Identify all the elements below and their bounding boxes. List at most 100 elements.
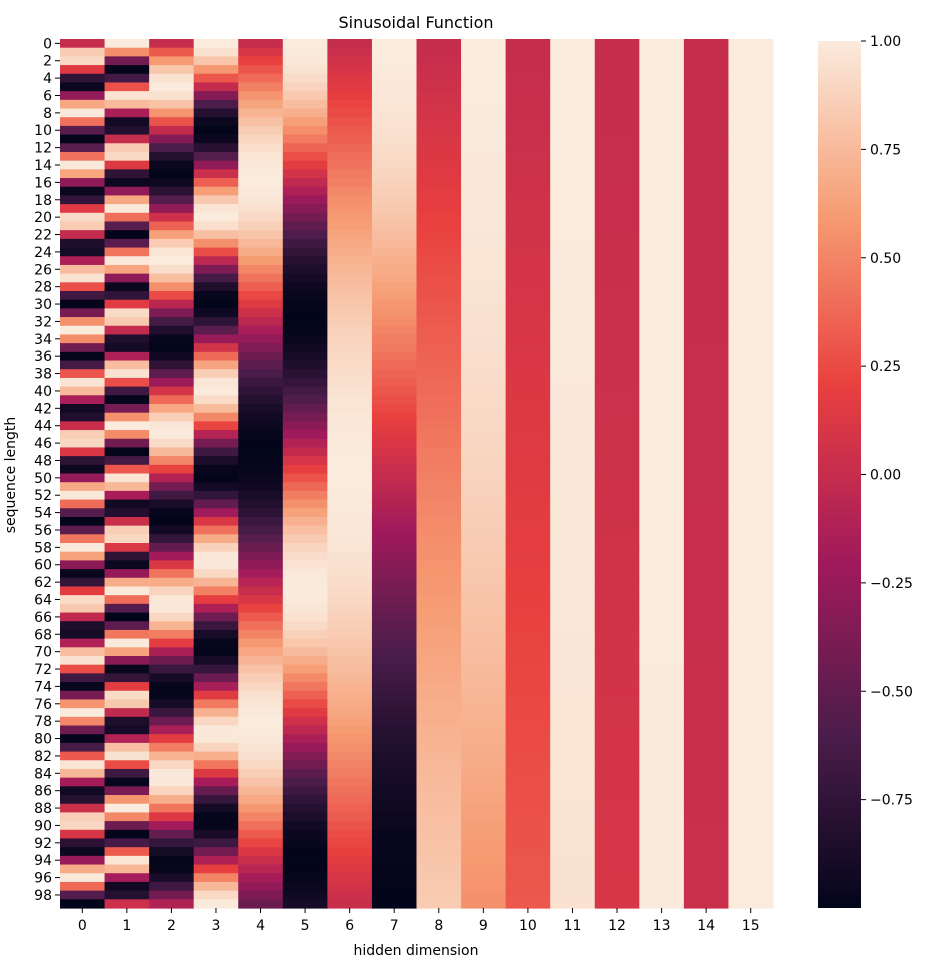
heatmap-cell bbox=[683, 343, 730, 353]
heatmap-cell bbox=[416, 490, 462, 501]
heatmap-cell bbox=[60, 673, 106, 683]
heatmap-cell bbox=[594, 464, 640, 475]
heatmap-cell bbox=[683, 560, 730, 570]
heatmap-cell bbox=[550, 178, 596, 188]
heatmap-cell bbox=[639, 291, 685, 301]
heatmap-cell bbox=[282, 855, 328, 866]
heatmap-cell bbox=[505, 890, 551, 900]
heatmap-cell bbox=[193, 308, 239, 318]
heatmap-cell bbox=[238, 490, 284, 501]
heatmap-cell bbox=[282, 351, 328, 362]
heatmap-cell bbox=[149, 760, 195, 770]
heatmap-cell bbox=[371, 525, 418, 535]
heatmap-cell bbox=[193, 690, 239, 701]
heatmap-cell bbox=[104, 195, 150, 205]
heatmap-cell bbox=[728, 899, 774, 909]
heatmap-cell bbox=[371, 629, 418, 640]
heatmap-cell bbox=[149, 91, 195, 101]
heatmap-cell bbox=[639, 256, 685, 266]
heatmap-cell bbox=[639, 847, 685, 857]
y-tick-label: 42 bbox=[34, 401, 52, 417]
heatmap-cell bbox=[149, 682, 195, 692]
heatmap-cell bbox=[238, 325, 284, 336]
heatmap-cell bbox=[728, 186, 774, 197]
heatmap-cell bbox=[282, 734, 328, 744]
heatmap-cell bbox=[461, 829, 507, 840]
heatmap-cell bbox=[149, 890, 195, 900]
heatmap-cell bbox=[594, 134, 640, 144]
heatmap-cell bbox=[639, 464, 685, 475]
heatmap-cell bbox=[60, 264, 106, 275]
colorbar-tick-label: −0.50 bbox=[870, 684, 913, 700]
heatmap-cell bbox=[639, 725, 685, 735]
heatmap-cell bbox=[371, 221, 418, 231]
heatmap-cell bbox=[594, 699, 640, 709]
heatmap-cell bbox=[416, 212, 462, 223]
heatmap-cell bbox=[282, 151, 328, 162]
heatmap-cell bbox=[193, 230, 239, 240]
heatmap-cell bbox=[371, 56, 418, 66]
heatmap-cell bbox=[683, 612, 730, 622]
heatmap-cell bbox=[327, 160, 373, 170]
y-tick-label: 66 bbox=[34, 610, 52, 626]
heatmap-cell bbox=[193, 65, 239, 75]
heatmap-cell bbox=[193, 795, 239, 805]
heatmap-cell bbox=[193, 464, 239, 475]
heatmap-cell bbox=[728, 664, 774, 674]
heatmap-cell bbox=[193, 516, 239, 527]
heatmap-cell bbox=[327, 569, 373, 579]
heatmap-cell bbox=[505, 595, 551, 605]
heatmap-cell bbox=[550, 899, 596, 909]
heatmap-cell bbox=[505, 716, 551, 727]
heatmap-cell bbox=[728, 829, 774, 840]
heatmap-cell bbox=[639, 282, 685, 292]
heatmap-cell bbox=[60, 829, 106, 840]
heatmap-cell bbox=[550, 482, 596, 492]
heatmap-cell bbox=[282, 169, 328, 179]
heatmap-cell bbox=[639, 317, 685, 327]
heatmap-cell bbox=[104, 603, 150, 614]
heatmap-cell bbox=[371, 899, 418, 909]
heatmap-cell bbox=[683, 838, 730, 848]
heatmap-cell bbox=[683, 534, 730, 544]
heatmap-cell bbox=[683, 751, 730, 761]
heatmap-cell bbox=[104, 734, 150, 744]
heatmap-cell bbox=[104, 438, 150, 449]
heatmap-cell bbox=[505, 586, 551, 596]
heatmap-cell bbox=[193, 803, 239, 814]
heatmap-cell bbox=[149, 838, 195, 848]
heatmap-cell bbox=[371, 586, 418, 596]
heatmap-cell bbox=[505, 734, 551, 744]
x-tick-label: 0 bbox=[78, 918, 87, 934]
heatmap-cell bbox=[416, 325, 462, 336]
heatmap-cell bbox=[639, 47, 685, 57]
heatmap-cell bbox=[416, 351, 462, 362]
heatmap-cell bbox=[282, 299, 328, 309]
heatmap-cell bbox=[238, 543, 284, 553]
heatmap-cell bbox=[683, 482, 730, 492]
heatmap-cell bbox=[461, 421, 507, 431]
heatmap-cell bbox=[550, 473, 596, 483]
heatmap-cell bbox=[371, 890, 418, 900]
heatmap-cell bbox=[550, 560, 596, 570]
heatmap-cell bbox=[238, 595, 284, 605]
heatmap-cell bbox=[728, 91, 774, 101]
heatmap-cell bbox=[60, 325, 106, 336]
heatmap-cell bbox=[594, 812, 640, 822]
heatmap-cell bbox=[327, 256, 373, 266]
heatmap-cell bbox=[416, 456, 462, 466]
heatmap-cell bbox=[416, 847, 462, 857]
heatmap-cell bbox=[104, 786, 150, 796]
heatmap-cell bbox=[193, 595, 239, 605]
heatmap-cell bbox=[728, 325, 774, 336]
heatmap-cell bbox=[371, 873, 418, 883]
heatmap-cell bbox=[728, 412, 774, 422]
heatmap-cell bbox=[327, 873, 373, 883]
heatmap-cell bbox=[238, 847, 284, 857]
heatmap-cell bbox=[149, 821, 195, 831]
heatmap-cell bbox=[728, 490, 774, 501]
heatmap-cell bbox=[371, 299, 418, 309]
y-tick-label: 50 bbox=[34, 471, 52, 487]
heatmap-cell bbox=[60, 760, 106, 770]
heatmap-cell bbox=[639, 308, 685, 318]
